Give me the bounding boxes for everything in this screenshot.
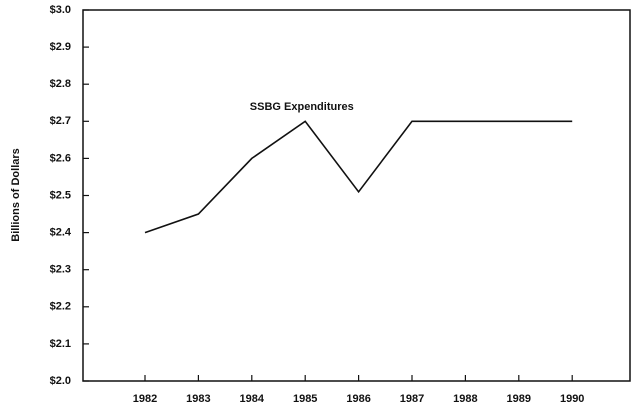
y-tick-label: $2.8 [50,78,71,90]
y-tick-label: $2.3 [50,264,71,276]
plot-frame [82,9,631,382]
x-tick-label: 1990 [560,393,584,405]
y-tick-label: $2.0 [50,375,71,387]
x-tick-label: 1986 [346,393,370,405]
x-tick-label: 1983 [186,393,210,405]
x-tick-label: 1987 [400,393,424,405]
series-label: SSBG Expenditures [250,101,354,113]
y-tick-label: $2.9 [50,41,71,53]
x-tick-label: 1982 [133,393,157,405]
y-tick-label: $2.2 [50,301,71,313]
y-axis-label: Billions of Dollars [10,148,22,242]
y-tick-label: $2.7 [50,115,71,127]
x-tick-label: 1989 [507,393,531,405]
y-tick-label: $2.5 [50,189,71,201]
x-tick-label: 1988 [453,393,477,405]
data-line [144,120,573,234]
x-tick-label: 1985 [293,393,317,405]
y-tick-label: $2.6 [50,152,71,164]
y-tick-label: $2.4 [50,227,72,239]
y-tick-label: $2.1 [50,338,71,350]
y-tick-label: $3.0 [50,4,71,16]
x-tick-label: 1984 [240,393,265,405]
